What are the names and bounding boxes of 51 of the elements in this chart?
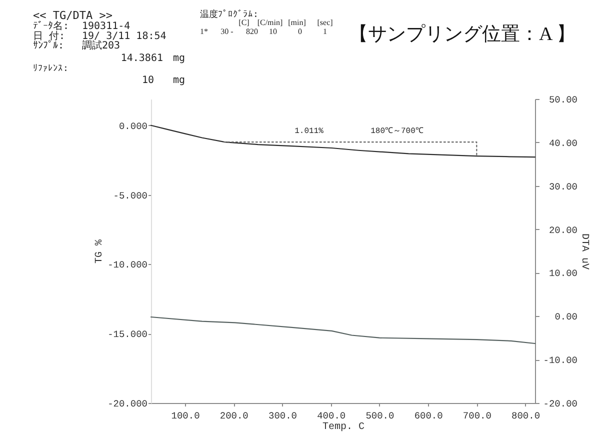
y2-axis-title: DTA uV <box>578 233 590 270</box>
text: mg <box>173 53 186 64</box>
y2-tick-label: 10.00 <box>548 268 578 280</box>
text: 190311-4 <box>82 21 130 32</box>
y-tick-label: -20.000 <box>108 398 148 410</box>
x-tick-label: 400.0 <box>317 410 346 422</box>
line-series <box>150 316 536 344</box>
x-tick-label: 300.0 <box>268 410 298 422</box>
text: 0 <box>298 27 302 36</box>
x-axis-title: Temp. C <box>322 422 365 433</box>
y2-tick-label: -20.00 <box>543 398 578 410</box>
text: ｻﾝﾌﾟﾙ: <box>33 40 64 52</box>
y2-tick-label: 0.00 <box>554 312 578 323</box>
text: 14.3861 <box>120 53 163 64</box>
x-tick-label: 800.0 <box>512 410 540 422</box>
annotation: 1.011% <box>294 127 324 136</box>
y-tick-label: -10.000 <box>108 260 148 271</box>
x-tick-label: 700.0 <box>462 410 492 422</box>
y-tick-label: 0.000 <box>118 120 148 132</box>
y-tick-label: -5.000 <box>113 190 148 202</box>
text: 820 <box>246 27 258 36</box>
text: [C] <box>238 18 250 27</box>
chart-title: 【サンプリング位置：A 】 <box>349 24 576 45</box>
y-axis-title: TG % <box>94 239 106 264</box>
text: 30 - <box>220 27 234 36</box>
x-tick-label: 200.0 <box>220 410 249 422</box>
y2-tick-label: -10.00 <box>543 355 578 366</box>
text: 調試203 <box>82 40 120 52</box>
text: 1 <box>323 27 327 36</box>
text: 10 <box>269 27 277 36</box>
y2-tick-label: 30.00 <box>548 181 578 192</box>
text: [C/min] <box>257 18 283 27</box>
y2-tick-label: 40.00 <box>548 138 578 149</box>
x-tick-label: 100.0 <box>171 410 200 422</box>
text: 日 付: <box>33 31 66 42</box>
text: 1* <box>200 27 208 36</box>
x-tick-label: 600.0 <box>414 410 444 422</box>
text: ﾘﾌｧﾚﾝｽ: <box>33 64 68 74</box>
text: ﾃﾞｰﾀ名: <box>33 20 70 32</box>
y2-tick-label: 20.00 <box>548 224 578 236</box>
text: [sec] <box>317 18 334 27</box>
x-tick-label: 500.0 <box>366 410 394 422</box>
y2-tick-label: 50.00 <box>548 94 578 106</box>
text: << TG/DTA >> <box>33 9 113 22</box>
annotation: 180℃～700℃ <box>370 127 424 136</box>
line-series <box>150 124 536 158</box>
text: 温度ﾌﾟﾛｸﾞﾗﾑ: <box>200 9 258 20</box>
text: 10 <box>142 75 154 86</box>
text: [min] <box>288 18 306 27</box>
y-tick-label: -15.000 <box>108 329 148 340</box>
text: mg <box>173 75 186 86</box>
